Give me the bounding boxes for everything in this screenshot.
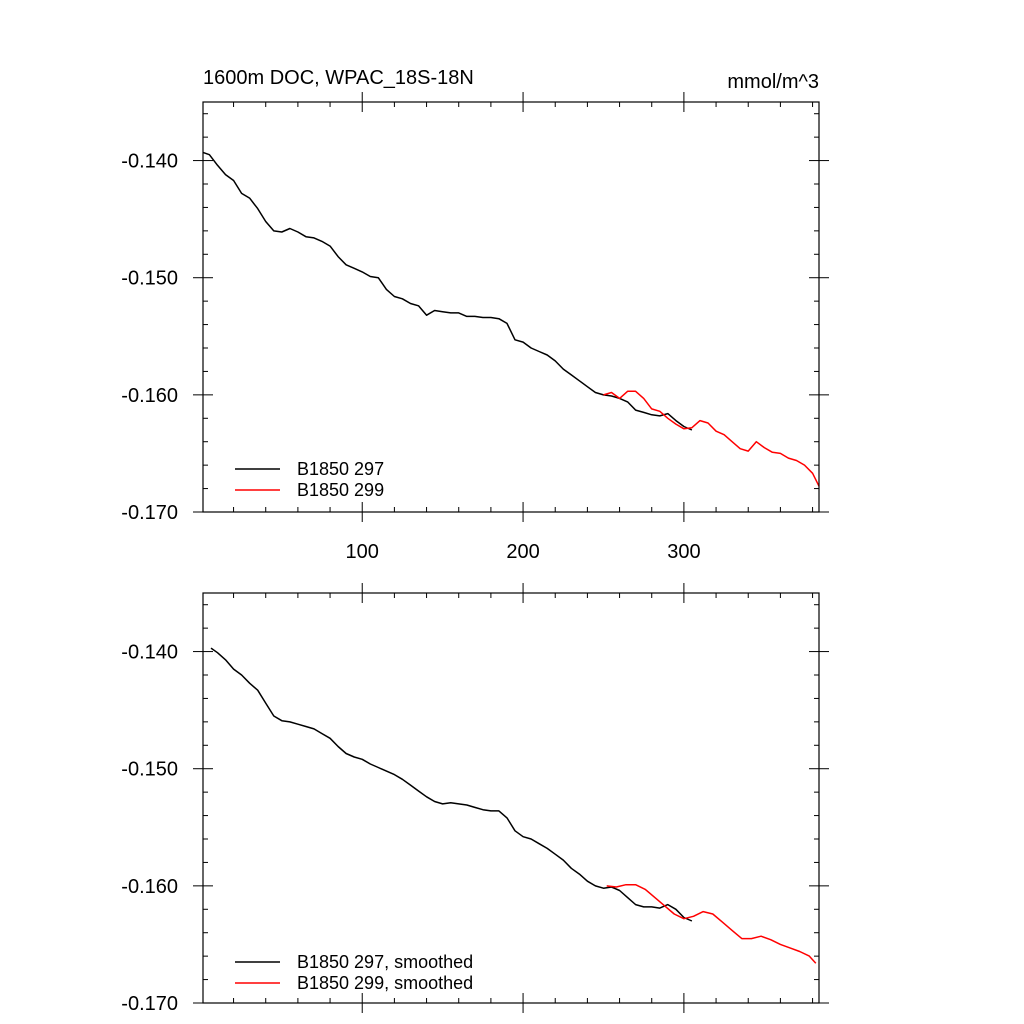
series-line — [606, 883, 817, 964]
y-tick-label: -0.140 — [121, 642, 178, 664]
y-tick-label: -0.160 — [121, 876, 178, 898]
plot-frame — [202, 101, 820, 513]
chart-title: 1600m DOC, WPAC_18S-18N — [203, 67, 474, 89]
legend-label: B1850 297, smoothed — [297, 952, 473, 972]
top-panel: -0.140 -0.150 -0.160 -0.170 100 200 300 B1850 2… — [121, 92, 829, 563]
y-tick-label: -0.150 — [121, 759, 178, 781]
y-tick-label: -0.150 — [121, 268, 178, 290]
y-tick-label: -0.170 — [121, 502, 178, 524]
y-tick-label: -0.170 — [121, 993, 178, 1015]
bottom-panel: -0.140 -0.150 -0.160 -0.170 B1850 297, smoot… — [121, 583, 829, 1015]
x-tick-label: 200 — [506, 541, 539, 563]
plot-frame — [202, 592, 820, 1004]
series-line — [202, 151, 693, 431]
series-line — [603, 390, 820, 487]
units-label: mmol/m^3 — [727, 71, 819, 93]
legend-label: B1850 299, smoothed — [297, 973, 473, 993]
y-tick-label: -0.160 — [121, 385, 178, 407]
y-tick-label: -0.140 — [121, 151, 178, 173]
legend-label: B1850 297 — [297, 459, 384, 479]
legend-label: B1850 299 — [297, 480, 384, 500]
x-tick-label: 100 — [346, 541, 379, 563]
x-tick-label: 300 — [667, 541, 700, 563]
